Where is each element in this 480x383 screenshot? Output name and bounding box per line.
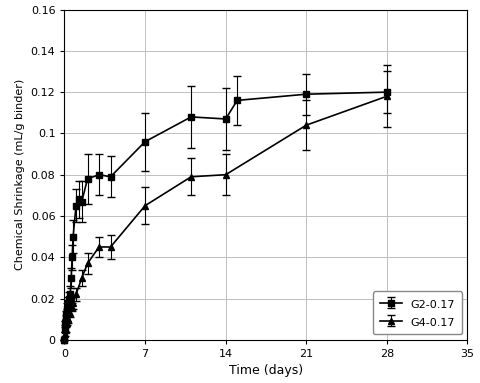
Legend: G2-0.17, G4-0.17: G2-0.17, G4-0.17 [373, 291, 462, 334]
X-axis label: Time (days): Time (days) [229, 365, 303, 377]
Y-axis label: Chemical Shrinkage (mL/g binder): Chemical Shrinkage (mL/g binder) [15, 79, 25, 270]
